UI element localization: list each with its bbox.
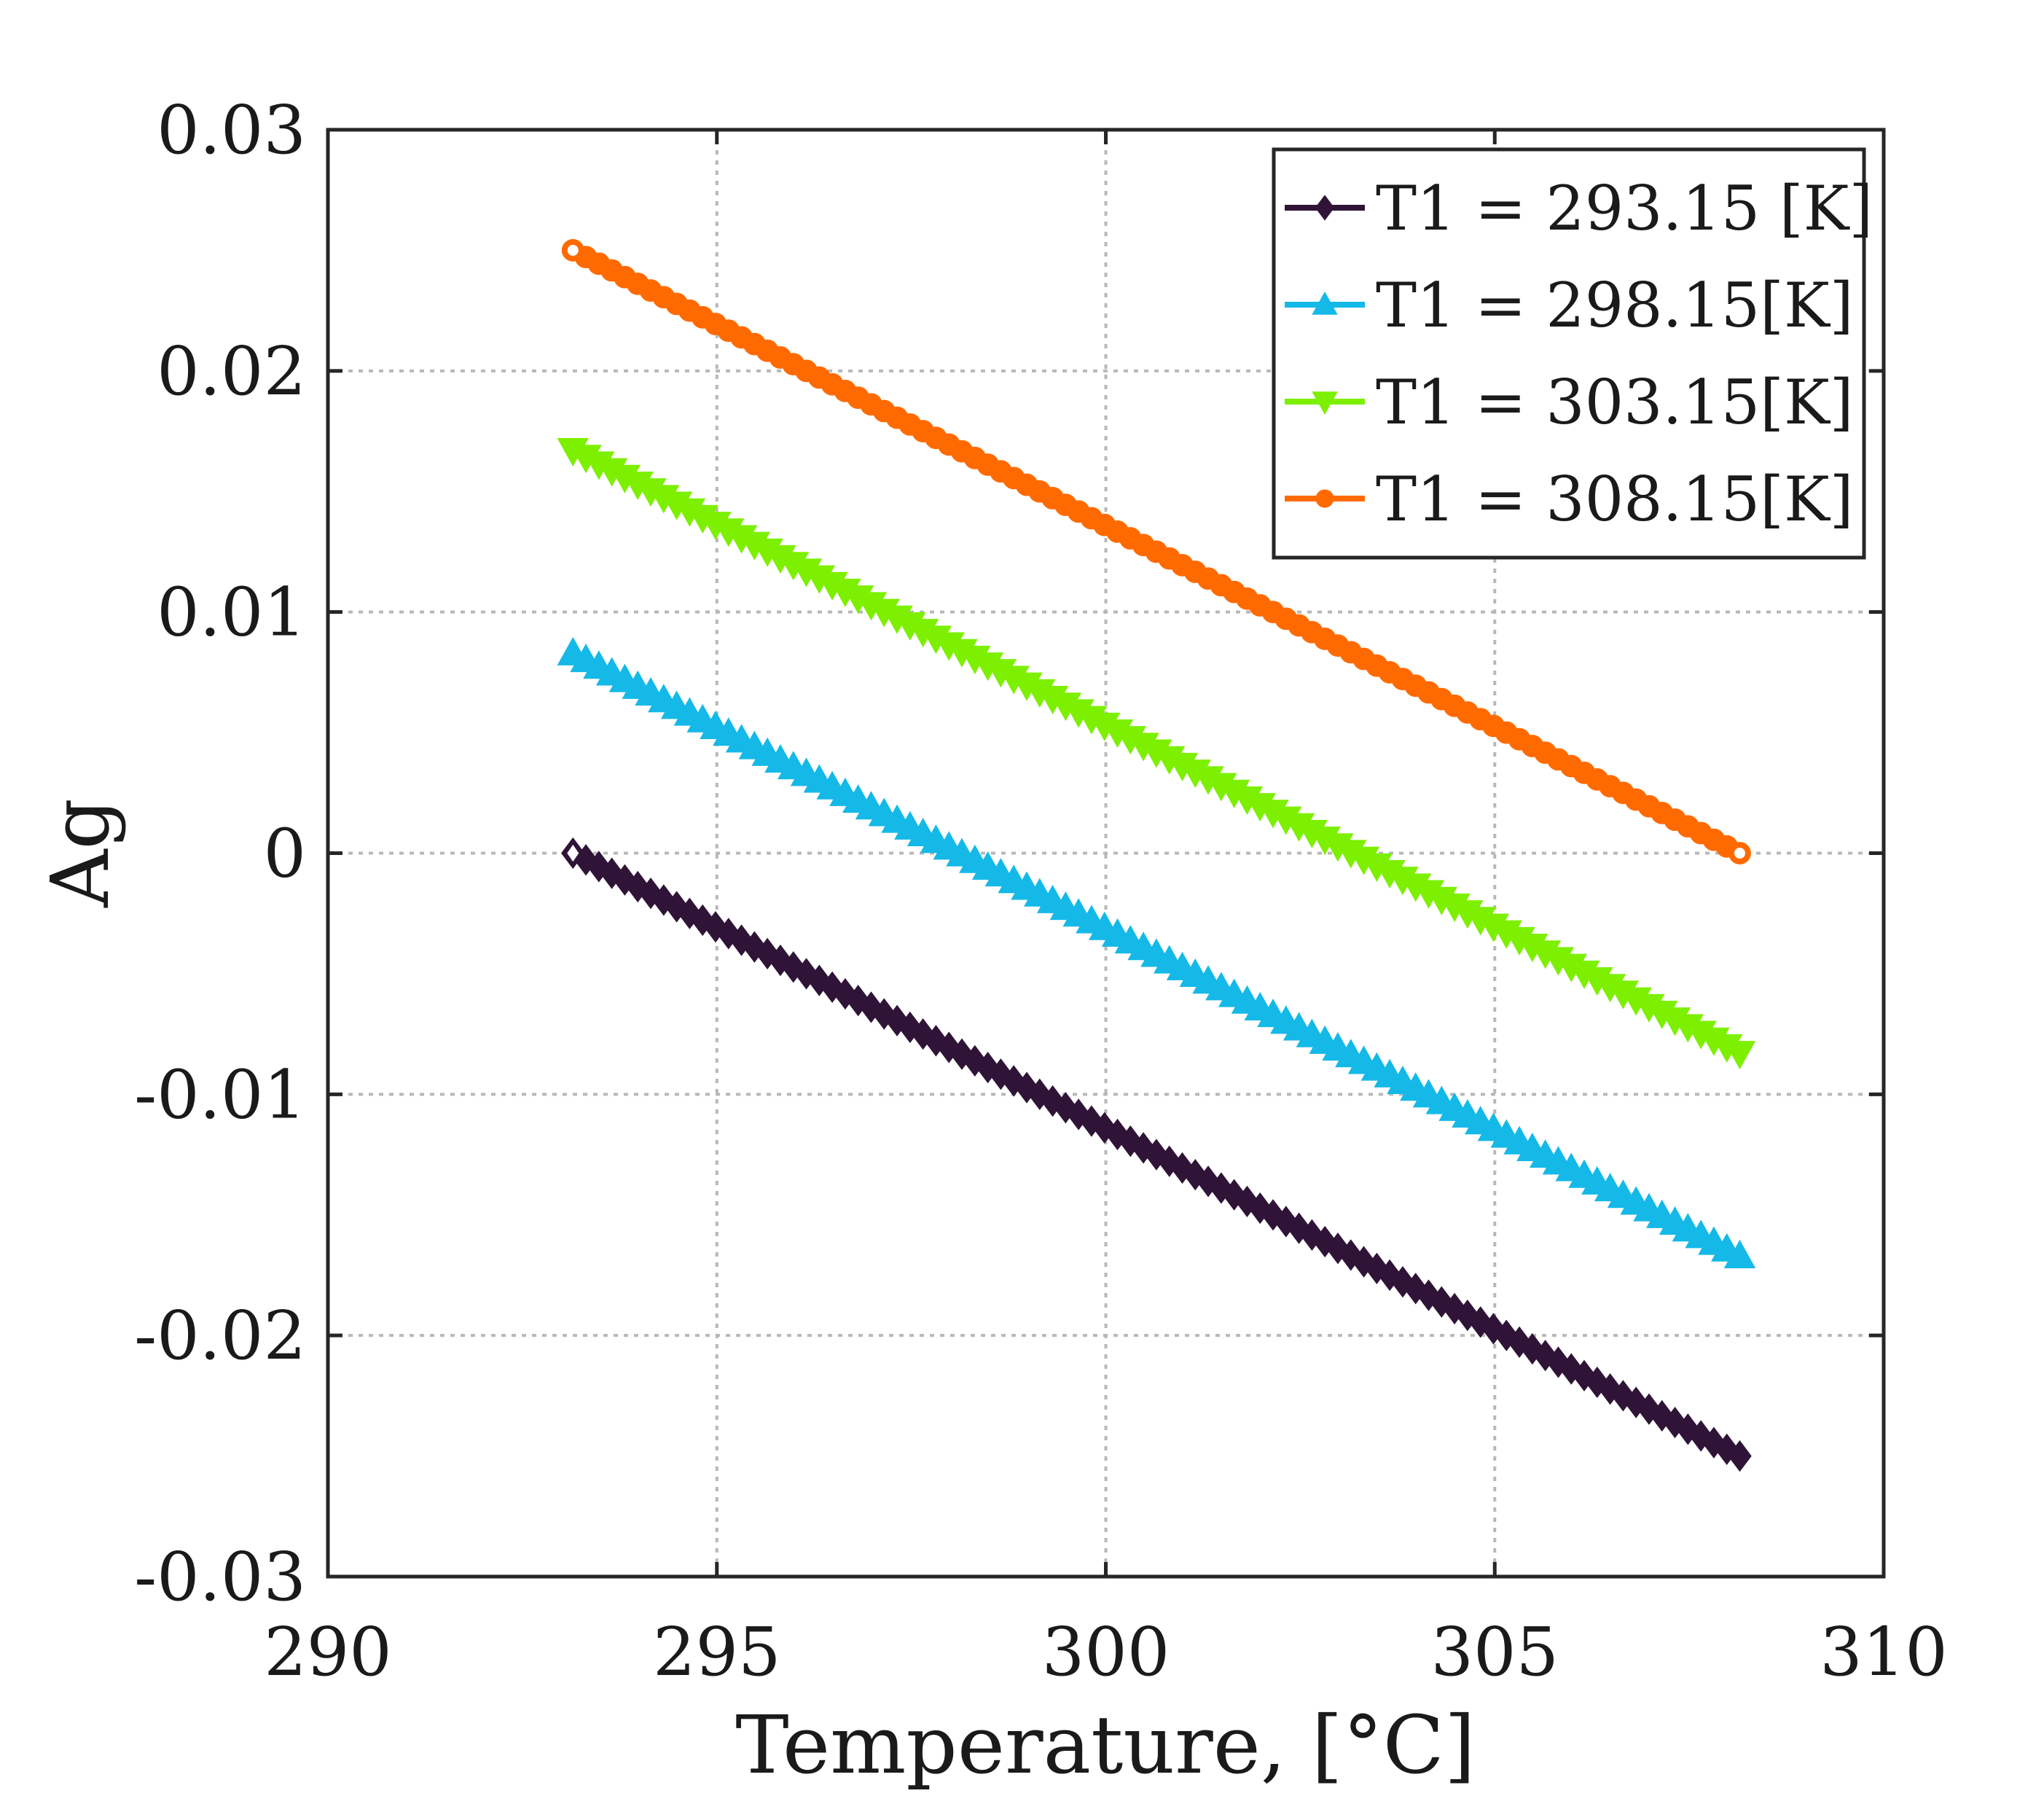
legend-label: T1 = 308.15[K] bbox=[1376, 464, 1853, 535]
series-3 bbox=[557, 438, 1756, 1070]
series-2 bbox=[557, 636, 1756, 1268]
tick-layer: 290 295 300 305 310 -0.03 -0.02 -0.01 0 0.01 0.02 0… bbox=[134, 91, 1948, 1691]
legend-item: T1 = 298.15[K] bbox=[1285, 270, 1853, 341]
data-point bbox=[1723, 1239, 1756, 1268]
x-tick-label: 300 bbox=[1042, 1613, 1170, 1691]
x-tick-label: 305 bbox=[1430, 1613, 1559, 1691]
legend-swatch-marker bbox=[1312, 291, 1338, 315]
y-tick-label: 0.01 bbox=[157, 574, 306, 652]
legend-swatch-marker bbox=[1312, 391, 1338, 415]
x-tick-label: 295 bbox=[653, 1613, 781, 1691]
series-1 bbox=[561, 837, 1752, 1472]
legend: T1 = 293.15 [K] T1 = 298.15[K] T1 = 303.15… bbox=[1272, 147, 1873, 560]
data-point-end bbox=[563, 241, 582, 259]
legend-item: T1 = 293.15 [K] bbox=[1285, 173, 1873, 244]
legend-label: T1 = 303.15[K] bbox=[1376, 367, 1853, 438]
y-tick-label: 0.03 bbox=[157, 91, 306, 169]
legend-box bbox=[1272, 147, 1866, 560]
series-4 bbox=[561, 239, 1751, 864]
data-point bbox=[1723, 1041, 1756, 1070]
y-axis-title: Ag bbox=[34, 798, 127, 908]
data-point-end bbox=[563, 838, 584, 868]
series-layer bbox=[557, 239, 1756, 1472]
legend-item: T1 = 308.15[K] bbox=[1285, 464, 1853, 535]
data-point bbox=[729, 924, 753, 956]
legend-swatch-marker bbox=[1315, 489, 1334, 508]
legend-item: T1 = 303.15[K] bbox=[1285, 367, 1853, 438]
legend-label: T1 = 293.15 [K] bbox=[1376, 173, 1873, 244]
x-tick-label: 290 bbox=[264, 1613, 392, 1691]
data-point-end bbox=[1731, 844, 1750, 862]
y-tick-label: 0 bbox=[263, 815, 306, 893]
x-tick-label: 310 bbox=[1820, 1613, 1948, 1691]
y-tick-label: -0.03 bbox=[134, 1538, 306, 1616]
y-tick-label: 0.02 bbox=[157, 332, 306, 410]
legend-swatch-marker bbox=[1315, 195, 1335, 221]
y-tick-label: -0.01 bbox=[134, 1055, 306, 1133]
legend-label: T1 = 298.15[K] bbox=[1376, 270, 1853, 341]
y-tick-label: -0.02 bbox=[134, 1297, 306, 1375]
data-point bbox=[1728, 1440, 1752, 1472]
x-axis-title: Temperature, [°C] bbox=[735, 1698, 1476, 1792]
